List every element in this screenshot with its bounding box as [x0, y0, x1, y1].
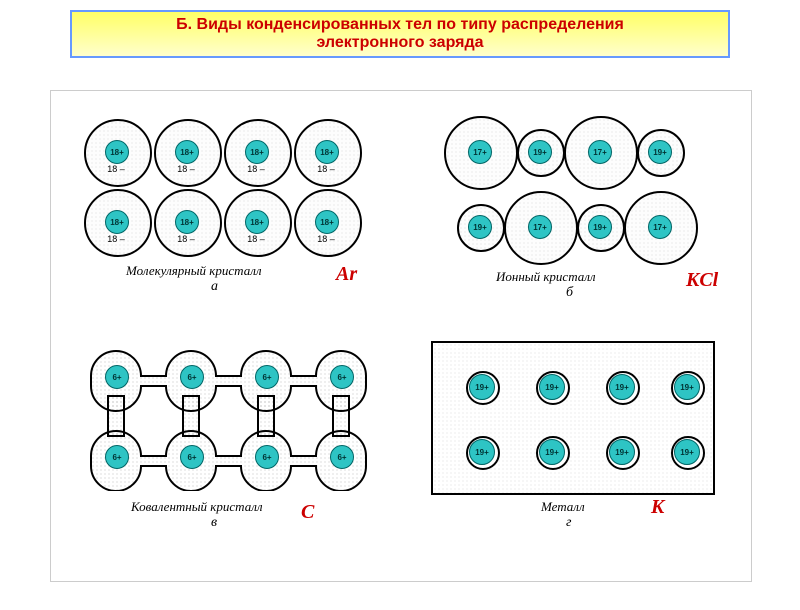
nucleus: 18+ [315, 140, 339, 164]
nucleus: 18+ [175, 140, 199, 164]
electron-count: 18 – [177, 164, 195, 174]
nucleus: 6+ [330, 365, 354, 389]
panels-container: 18+18 –18+18 –18+18 –18+18 –18+18 –18+18… [50, 90, 752, 582]
subletter-covalent: в [211, 515, 217, 531]
subletter-molecular: а [211, 279, 218, 295]
nucleus: 6+ [255, 445, 279, 469]
nucleus: 19+ [648, 140, 672, 164]
formula-molecular: Ar [336, 263, 357, 286]
panel-metal: 19+ 19+ 19+ 19+ 19+ 19+ 19+ 19+ Металл г K [431, 341, 731, 561]
title-bar: Б. Виды конденсированных тел по типу рас… [70, 10, 730, 58]
nucleus: 18+ [245, 210, 269, 234]
electron-count: 18 – [247, 164, 265, 174]
electron-count: 18 – [107, 164, 125, 174]
nucleus: 6+ [105, 365, 129, 389]
nucleus: 19+ [674, 374, 700, 400]
panel-molecular: 18+18 –18+18 –18+18 –18+18 –18+18 –18+18… [76, 111, 376, 311]
nucleus: 19+ [468, 215, 492, 239]
electron-count: 18 – [107, 234, 125, 244]
nucleus: 6+ [255, 365, 279, 389]
nucleus: 18+ [105, 140, 129, 164]
nucleus: 19+ [469, 439, 495, 465]
caption-covalent: Ковалентный кристалл [131, 499, 263, 515]
nucleus: 17+ [468, 140, 492, 164]
formula-covalent: C [301, 501, 314, 524]
nucleus: 18+ [245, 140, 269, 164]
title-line1: Б. Виды конденсированных тел по типу рас… [80, 16, 720, 34]
nucleus: 6+ [105, 445, 129, 469]
electron-count: 18 – [317, 164, 335, 174]
panel-covalent: 6+6+6+6+6+6+6+6+ Ковалентный кристалл в … [76, 341, 396, 561]
title-line2: электронного заряда [80, 34, 720, 52]
nucleus: 19+ [528, 140, 552, 164]
nucleus: 18+ [105, 210, 129, 234]
nucleus: 6+ [180, 365, 204, 389]
subletter-ionic: б [566, 285, 573, 301]
caption-molecular: Молекулярный кристалл [126, 263, 262, 279]
electron-count: 18 – [177, 234, 195, 244]
nucleus: 19+ [588, 215, 612, 239]
nucleus: 17+ [588, 140, 612, 164]
covalent-lattice-svg [76, 341, 376, 491]
nucleus: 19+ [469, 374, 495, 400]
nucleus: 18+ [175, 210, 199, 234]
nucleus: 19+ [674, 439, 700, 465]
panel-ionic: 17+ 19+ 17+ 19+ 19+ 17+ 19+ 17+ Ионный кристалл… [441, 111, 731, 311]
nucleus: 19+ [609, 439, 635, 465]
metal-box [431, 341, 715, 495]
nucleus: 19+ [539, 374, 565, 400]
nucleus: 6+ [330, 445, 354, 469]
nucleus: 17+ [528, 215, 552, 239]
subletter-metal: г [566, 515, 571, 531]
nucleus: 18+ [315, 210, 339, 234]
caption-metal: Металл [541, 499, 585, 515]
nucleus: 19+ [539, 439, 565, 465]
electron-count: 18 – [317, 234, 335, 244]
formula-ionic: KCl [686, 269, 718, 292]
formula-metal: K [651, 496, 664, 519]
nucleus: 6+ [180, 445, 204, 469]
nucleus: 17+ [648, 215, 672, 239]
electron-count: 18 – [247, 234, 265, 244]
nucleus: 19+ [609, 374, 635, 400]
caption-ionic: Ионный кристалл [496, 269, 596, 285]
